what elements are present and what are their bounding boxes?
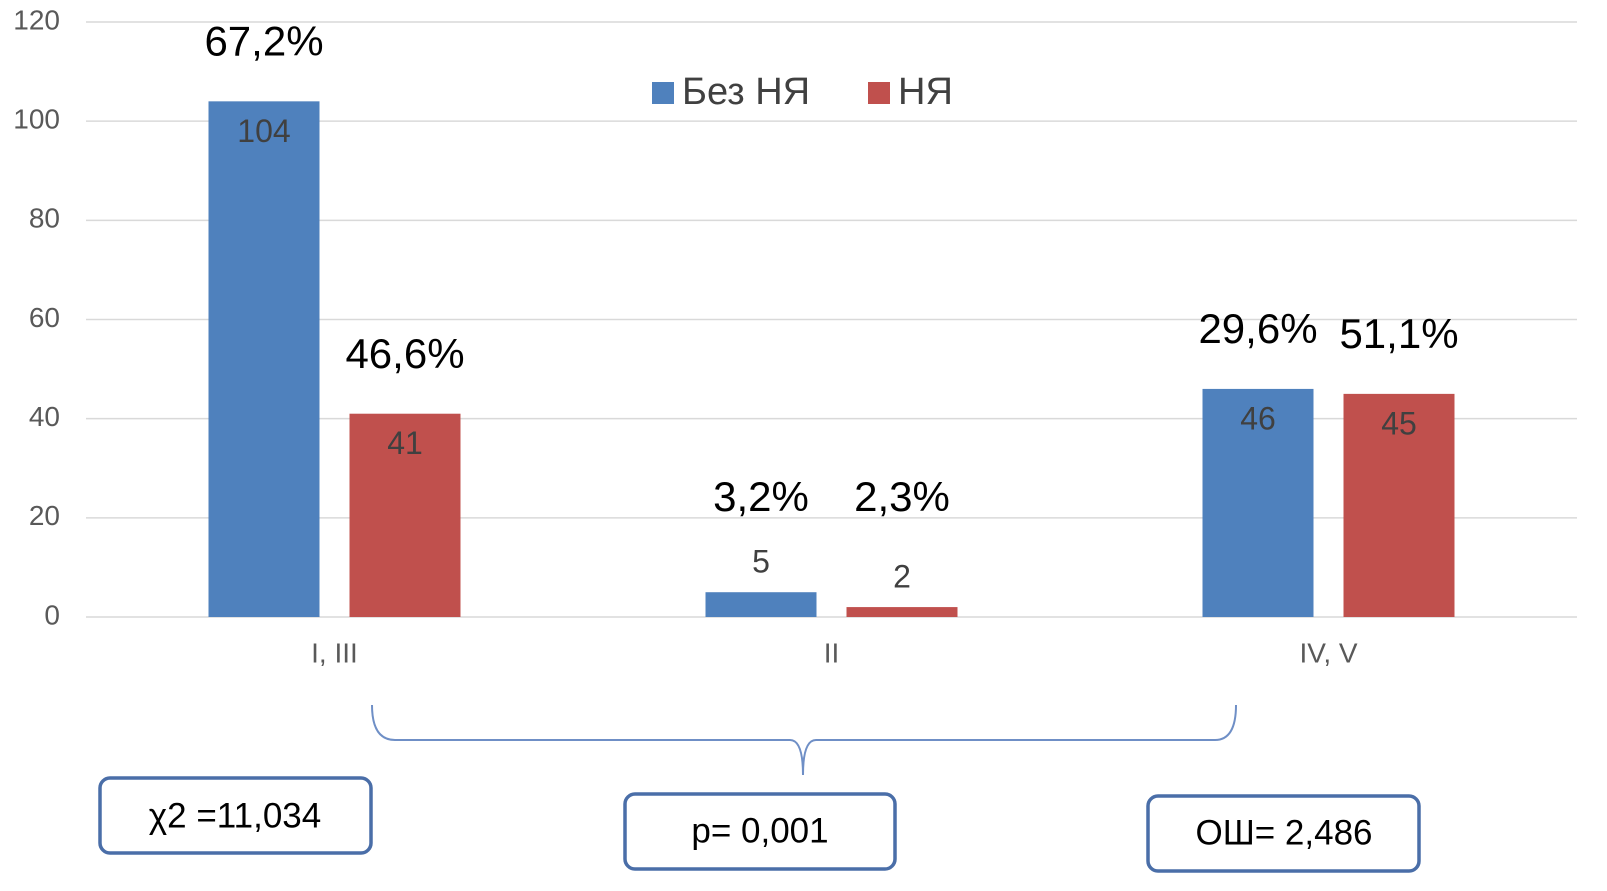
annotation: ОШ= 2,486 [1195, 813, 1372, 852]
x-tick-label: II [824, 637, 840, 668]
brace [371, 704, 1237, 776]
legend-label: Без НЯ [682, 71, 810, 113]
annotation-box [1146, 794, 1421, 873]
data-label: 46 [1240, 400, 1276, 436]
annotation-box [623, 792, 897, 871]
x-tick-label: I, III [311, 637, 358, 668]
percent-label: 46,6% [345, 330, 464, 377]
percent-label: 67,2% [204, 17, 323, 64]
bar [208, 101, 320, 618]
percent-label: 29,6% [1198, 305, 1317, 352]
y-tick-label: 60 [29, 302, 60, 333]
bar [846, 607, 958, 617]
y-tick-label: 100 [13, 104, 60, 135]
y-tick-label: 120 [13, 4, 60, 35]
percent-label: 2,3% [854, 473, 950, 520]
y-tick-label: 20 [29, 500, 60, 531]
bar [1202, 388, 1314, 617]
percent-label: 51,1% [1339, 310, 1458, 357]
data-label: 5 [752, 544, 770, 580]
legend-swatch [652, 82, 674, 104]
bar [1343, 393, 1455, 617]
percent-label: 3,2% [713, 473, 809, 520]
y-tick-label: 40 [29, 401, 60, 432]
y-tick-label: 80 [29, 203, 60, 234]
annotation-box [98, 776, 373, 855]
legend-swatch [868, 82, 890, 104]
annotation: p= 0,001 [691, 811, 828, 850]
annotation: χ2 =11,034 [149, 796, 321, 835]
data-label: 104 [237, 113, 290, 149]
bar [349, 413, 461, 617]
data-label: 41 [387, 425, 423, 461]
legend-label: НЯ [898, 71, 953, 113]
x-tick-label: IV, V [1299, 637, 1357, 668]
bar [705, 592, 817, 617]
y-tick-label: 0 [44, 599, 60, 630]
data-label: 45 [1381, 405, 1417, 441]
data-label: 2 [893, 559, 911, 595]
